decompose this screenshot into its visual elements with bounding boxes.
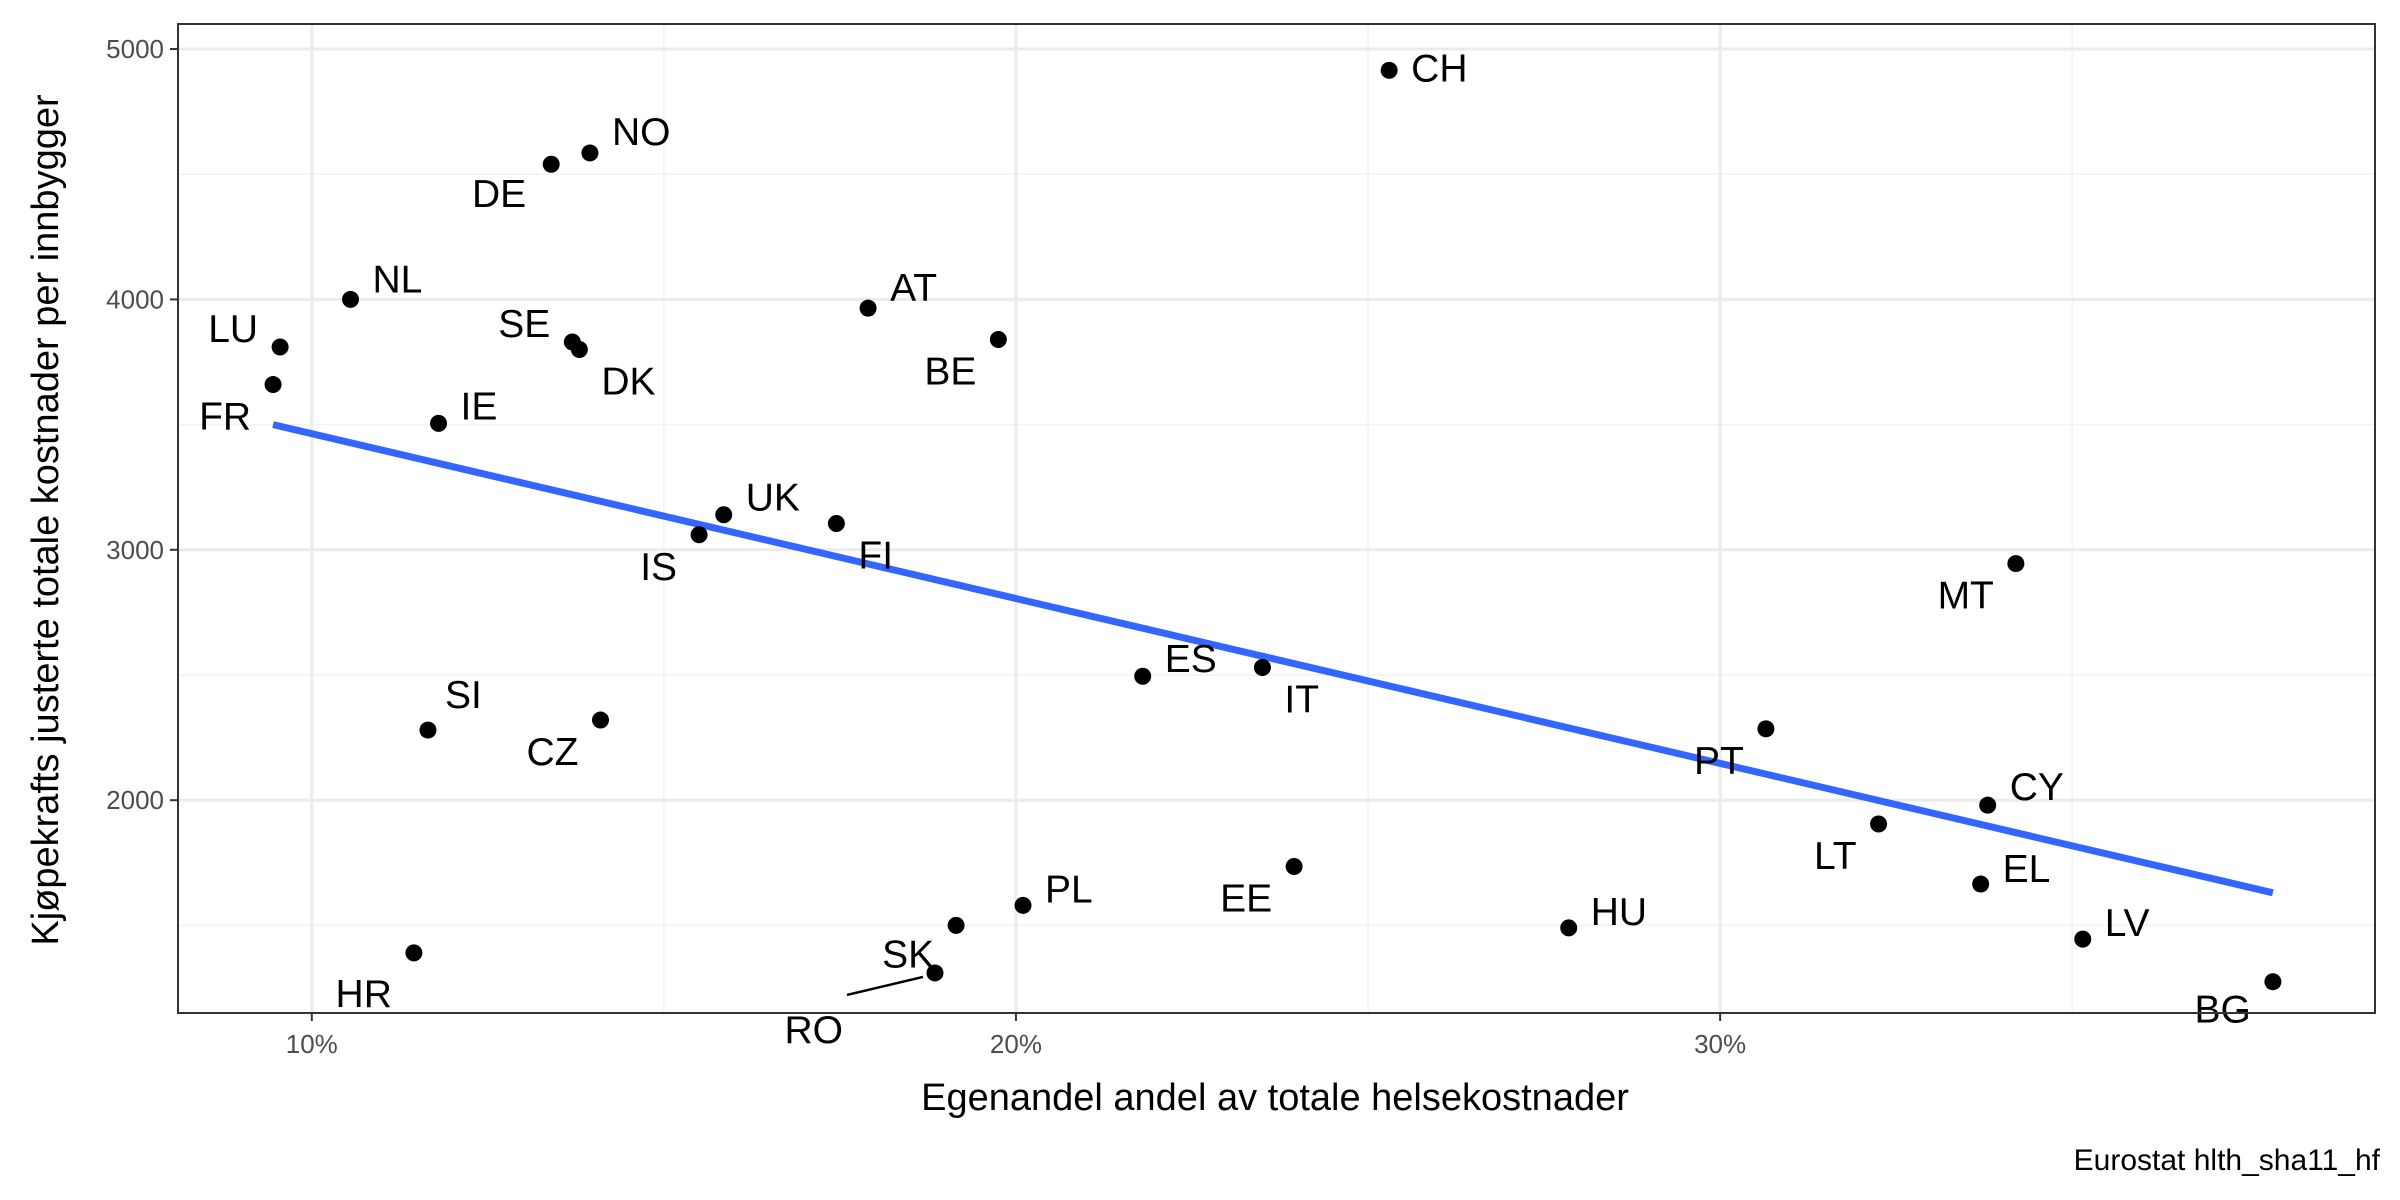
point-label-ro: RO [784,1009,843,1052]
point-label-at: AT [890,267,937,310]
point-fr [264,376,282,394]
point-label-it: IT [1284,678,1319,721]
x-tick-label: 30% [1694,1029,1746,1059]
point-label-lv: LV [2105,902,2150,945]
axes: 10% 20% 30% 2000 3000 4000 5000 [106,34,1746,1059]
point-label-hr: HR [336,973,392,1016]
data-points [264,61,2282,991]
point-uk [715,506,733,524]
point-ie [430,414,448,432]
point-label-pl: PL [1045,868,1093,911]
point-label-nl: NL [373,258,423,301]
point-label-ee: EE [1220,878,1272,921]
point-mt [2007,555,2025,573]
point-label-lt: LT [1814,835,1857,878]
label-leader-line-ro [846,975,924,997]
trend-line [272,421,2274,897]
point-label-se: SE [498,303,550,346]
point-cz [592,711,609,729]
point-cy [1979,796,1997,814]
point-es [1134,667,1152,685]
y-tick-label: 5000 [106,34,164,64]
point-bg [2264,973,2282,991]
point-at [859,299,877,317]
grid [178,24,2375,1013]
point-fi [827,515,845,533]
point-label-lu: LU [208,308,258,351]
point-pl [1014,896,1032,914]
point-sk [947,916,965,934]
plot-panel-border [177,23,2376,1014]
point-label-mt: MT [1938,575,1994,618]
point-ch [1380,61,1398,79]
point-label-el: EL [2003,848,2051,891]
point-label-pt: PT [1694,740,1744,783]
point-label-uk: UK [746,477,800,520]
point-label-fr: FR [199,396,251,439]
y-tick-label: 4000 [106,284,164,314]
point-label-be: BE [924,350,976,393]
point-ro [926,964,944,982]
point-is [690,526,708,544]
x-tick-label: 10% [286,1029,338,1059]
point-labels: CH NO DE NL AT BE SE DK LU FR IE UK FI IS MT ES IT SI CZ PT… [199,47,2251,1052]
point-label-is: IS [640,546,677,589]
point-label-no: NO [612,111,671,154]
point-no [581,144,599,162]
point-lt [1870,815,1888,833]
point-ee [1285,858,1303,876]
x-axis-title: Egenandel andel av totale helsekostnader [921,1077,1629,1119]
point-si [419,721,437,739]
source-caption: Eurostat hlth_sha11_hf [2074,1144,2381,1177]
point-label-bg: BG [2195,989,2251,1032]
point-pt [1757,720,1775,738]
point-nl [342,290,360,308]
point-label-es: ES [1165,638,1217,681]
point-label-cz: CZ [527,731,579,774]
point-lu [271,338,289,356]
point-label-ch: CH [1411,47,1467,90]
point-lv [2074,930,2092,948]
y-axis-title: Kjøpekrafts justerte totale kostnader pe… [25,94,67,946]
point-label-de: DE [472,173,526,216]
point-label-si: SI [445,674,482,717]
trend-line-group [272,421,2274,897]
y-tick-label: 3000 [106,535,164,565]
point-hu [1560,919,1578,937]
point-it [1253,658,1271,676]
point-label-cy: CY [2010,766,2064,809]
point-label-fi: FI [858,535,893,578]
point-hr [405,944,423,962]
point-label-ie: IE [461,385,498,428]
point-dk [570,340,588,358]
point-be [989,330,1007,348]
point-el [1972,875,1990,893]
point-label-sk: SK [882,933,934,976]
x-tick-label: 20% [990,1029,1042,1059]
point-label-hu: HU [1591,891,1647,934]
point-de [542,155,560,173]
y-tick-label: 2000 [106,785,164,815]
point-label-dk: DK [601,360,655,403]
